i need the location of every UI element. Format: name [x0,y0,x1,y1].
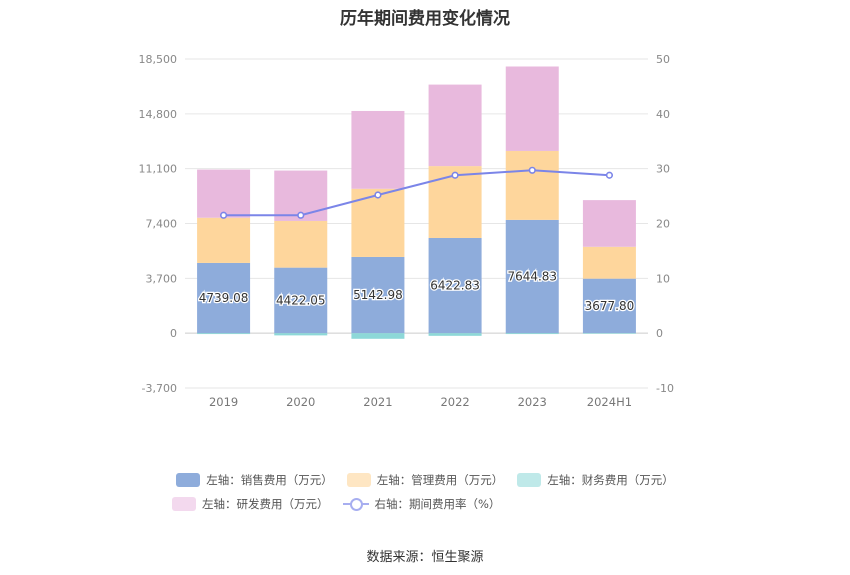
left-tick-label: 0 [170,327,177,340]
bar-segment [582,278,636,334]
rate-line [219,166,614,219]
bar-segment [505,66,559,151]
bar-segment [351,333,405,339]
bar-segment [582,200,636,247]
bar-data-label: 5142.98 [353,288,403,302]
chart-svg: -3,700 0 3,700 7,400 11,100 14,800 18,500 -10 0… [139,53,674,409]
bar-data-label: 3677.80 [585,299,635,313]
bar-segment [582,246,636,279]
bar-segment [274,220,328,268]
legend-label-rate: 右轴：期间费用率（%） [374,497,501,511]
legend-item-finance[interactable]: 左轴：财务费用（万元） [517,472,674,488]
legend-swatch-rd [172,497,196,511]
left-tick-label: -3,700 [142,382,177,395]
right-tick-label: 0 [656,327,663,340]
grid [185,58,648,389]
bar-segment [197,217,251,263]
bar-labels: 4739.08 4422.05 5142.98 6422.83 7644.83 3677.… [198,268,636,314]
bar-segment [505,219,559,334]
bar-segment [505,150,559,220]
bar-segment [505,333,559,335]
legend-item-rate[interactable]: 右轴：期间费用率（%） [342,496,501,512]
right-axis: -10 0 10 20 30 40 50 [656,53,674,395]
right-tick-label: 40 [656,108,670,121]
x-tick-label: 2022 [440,395,469,409]
x-tick-label: 2024H1 [587,395,632,409]
rate-point [605,171,614,179]
x-tick-label: 2020 [286,395,315,409]
bar-segment [582,333,636,334]
bar-segment [274,267,328,334]
bar-data-label: 4422.05 [276,293,326,307]
left-tick-label: 11,100 [139,163,178,176]
bar-data-label: 4739.08 [199,291,249,305]
bar-segment [197,262,251,334]
rate-point [451,171,459,179]
right-tick-label: 50 [656,53,670,66]
bar-segment [274,333,328,336]
bar-segment [428,84,482,167]
right-tick-label: 20 [656,218,670,231]
legend-label-admin: 左轴：管理费用（万元） [376,473,504,487]
left-tick-label: 7,400 [146,218,178,231]
bar-data-label: 7644.83 [507,270,557,284]
bar-data-label: 6422.83 [430,279,480,293]
rate-point [297,211,305,219]
legend-swatch-admin [346,473,371,487]
right-tick-label: 10 [656,272,670,285]
legend-label-finance: 左轴：财务费用（万元） [547,473,674,487]
right-tick-label: 30 [656,163,670,176]
bar-segment [351,256,405,334]
bar-segment [428,333,482,336]
legend-item-rd[interactable]: 左轴：研发费用（万元） [172,496,329,512]
legend-label-sales: 左轴：销售费用（万元） [206,473,333,487]
bar-segment [197,169,251,218]
x-tick-label: 2021 [363,395,392,409]
left-tick-label: 14,800 [139,108,178,121]
legend-swatch-finance [517,473,542,487]
x-tick-label: 2023 [518,395,547,409]
legend-label-rd: 左轴：研发费用（万元） [202,497,329,511]
rate-polyline [223,169,610,217]
left-tick-label: 3,700 [146,272,178,285]
legend-item-admin[interactable]: 左轴：管理费用（万元） [346,472,504,488]
bar-segment [197,333,251,335]
legend-swatch-sales [176,473,201,487]
legend: 左轴：销售费用（万元） 左轴：管理费用（万元） 左轴：财务费用（万元） 左轴：研… [0,472,850,520]
legend-row-1: 左轴：销售费用（万元） 左轴：管理费用（万元） 左轴：财务费用（万元） [0,472,850,488]
legend-item-sales[interactable]: 左轴：销售费用（万元） [176,472,333,488]
rate-point [219,211,228,219]
left-tick-label: 18,500 [139,53,178,66]
right-tick-label: -10 [656,382,674,395]
bar-segment [351,110,405,189]
source-note: 数据来源：恒生聚源 [366,550,484,565]
bar-segment [428,237,482,334]
bars [197,66,636,339]
rate-point [374,191,382,199]
x-axis: 2019 2020 2021 2022 2023 2024H1 [209,395,632,409]
left-axis: -3,700 0 3,700 7,400 11,100 14,800 18,500 [139,53,178,395]
legend-row-2: 左轴：研发费用（万元） 右轴：期间费用率（%） [0,496,850,512]
legend-line-icon [342,497,369,511]
x-tick-label: 2019 [209,395,238,409]
rate-point [528,166,536,174]
chart-title: 历年期间费用变化情况 [340,9,510,29]
